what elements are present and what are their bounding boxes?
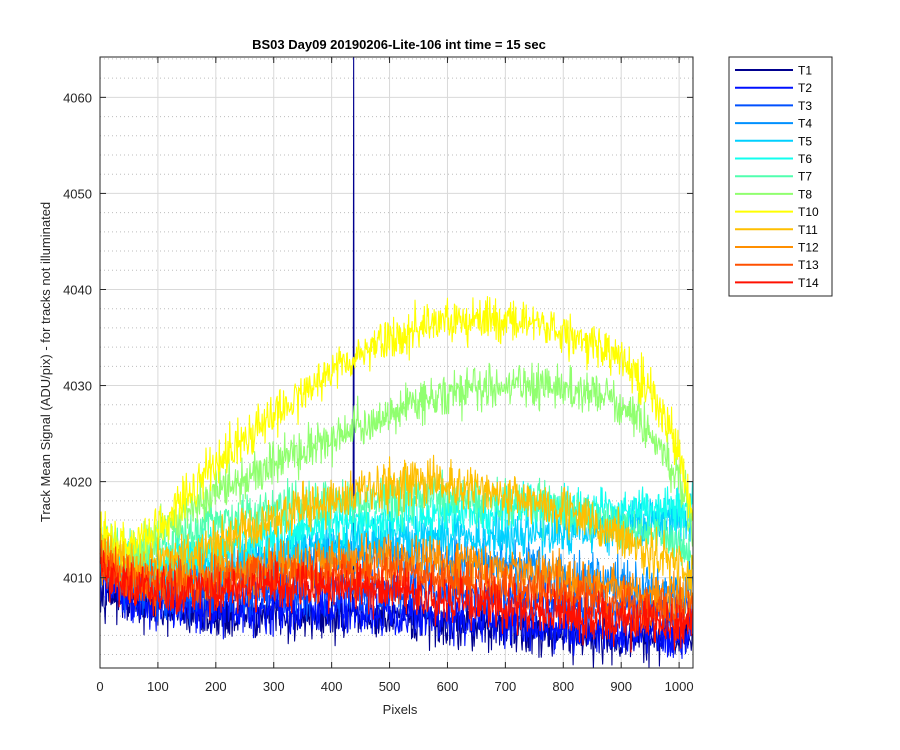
- series-line-t13: [99, 539, 693, 637]
- series-line-t8: [99, 362, 693, 578]
- x-tick-label: 700: [495, 679, 517, 694]
- y-tick-label: 4010: [63, 571, 92, 586]
- y-tick-label: 4030: [63, 379, 92, 394]
- plot-frame: [99, 56, 694, 669]
- series-line-t14: [99, 550, 693, 653]
- x-tick-label: 300: [263, 679, 285, 694]
- legend-label-t2: T2: [798, 81, 812, 95]
- legend-label-t10: T10: [798, 205, 819, 219]
- x-tick-label: 900: [610, 679, 632, 694]
- legend-label-t7: T7: [798, 170, 812, 184]
- legend-label-t14: T14: [798, 276, 819, 290]
- legend-label-t1: T1: [798, 64, 812, 78]
- x-axis-label: Pixels: [383, 702, 418, 717]
- x-tick-label: 100: [147, 679, 169, 694]
- y-tick-label: 4040: [63, 282, 92, 297]
- legend-label-t11: T11: [798, 223, 818, 237]
- plot-area: 0 100 200 300 400 500 600 700 800 900 1000 4010 402…: [63, 56, 694, 694]
- legend-label-t5: T5: [798, 134, 812, 148]
- legend-label-t6: T6: [798, 152, 812, 166]
- legend-label-t12: T12: [798, 241, 819, 255]
- y-tick-label: 4020: [63, 475, 92, 490]
- x-tick-label: 400: [321, 679, 343, 694]
- y-axis-ticks: 4010 4020 4030 4040 4050 4060: [63, 90, 693, 586]
- legend-label-t8: T8: [798, 187, 812, 201]
- x-tick-label: 500: [379, 679, 401, 694]
- x-tick-label: 600: [437, 679, 459, 694]
- x-axis-ticks: 0 100 200 300 400 500 600 700 800 900 1000: [96, 57, 694, 694]
- x-tick-label: 0: [96, 679, 103, 694]
- legend-label-t4: T4: [798, 117, 812, 131]
- chart-title: BS03 Day09 20190206-Lite-106 int time = …: [252, 37, 546, 52]
- x-tick-label: 800: [552, 679, 574, 694]
- legend-label-t13: T13: [798, 258, 819, 272]
- y-tick-label: 4050: [63, 186, 92, 201]
- legend-label-t3: T3: [798, 99, 812, 113]
- series-line-t11: [99, 454, 693, 596]
- x-tick-label: 1000: [665, 679, 694, 694]
- series-line-t10: [99, 296, 693, 576]
- y-tick-label: 4060: [63, 90, 92, 105]
- y-axis-label: Track Mean Signal (ADU/pix) - for tracks…: [38, 202, 53, 522]
- series-layer: [99, 56, 693, 669]
- x-tick-label: 200: [205, 679, 227, 694]
- legend: T1 T2 T3 T4 T5 T6 T7 T8 T10 T11 T12 T13 T14: [728, 56, 833, 297]
